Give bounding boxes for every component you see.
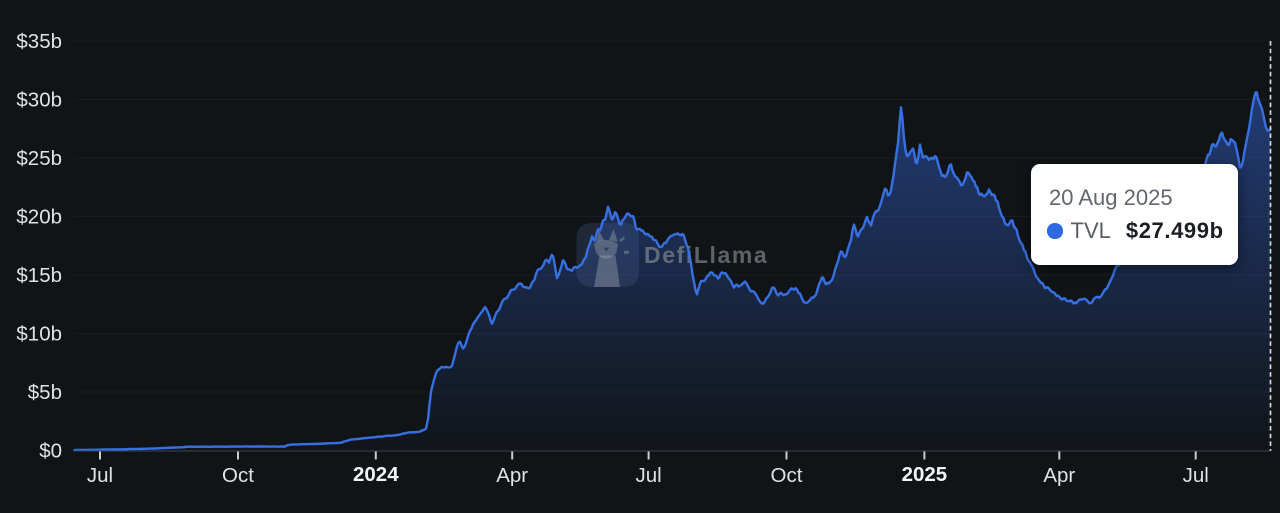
svg-text:Jul: Jul: [1183, 464, 1209, 487]
svg-text:$25b: $25b: [16, 147, 62, 170]
svg-text:$0: $0: [39, 440, 62, 463]
svg-text:$20b: $20b: [16, 206, 62, 229]
svg-text:Oct: Oct: [222, 464, 254, 487]
svg-text:$10b: $10b: [16, 323, 62, 346]
svg-text:$15b: $15b: [16, 264, 62, 287]
svg-text:$35b: $35b: [16, 30, 62, 53]
svg-text:$5b: $5b: [28, 381, 62, 404]
svg-text:Oct: Oct: [771, 464, 803, 487]
svg-text:2025: 2025: [902, 463, 948, 486]
svg-text:Apr: Apr: [496, 464, 528, 487]
svg-text:Apr: Apr: [1043, 464, 1075, 487]
svg-text:DefiLlama: DefiLlama: [644, 242, 768, 268]
svg-text:Jul: Jul: [87, 464, 113, 487]
svg-text:Jul: Jul: [635, 464, 661, 487]
svg-text:2024: 2024: [353, 463, 399, 486]
svg-text:$30b: $30b: [16, 89, 62, 112]
